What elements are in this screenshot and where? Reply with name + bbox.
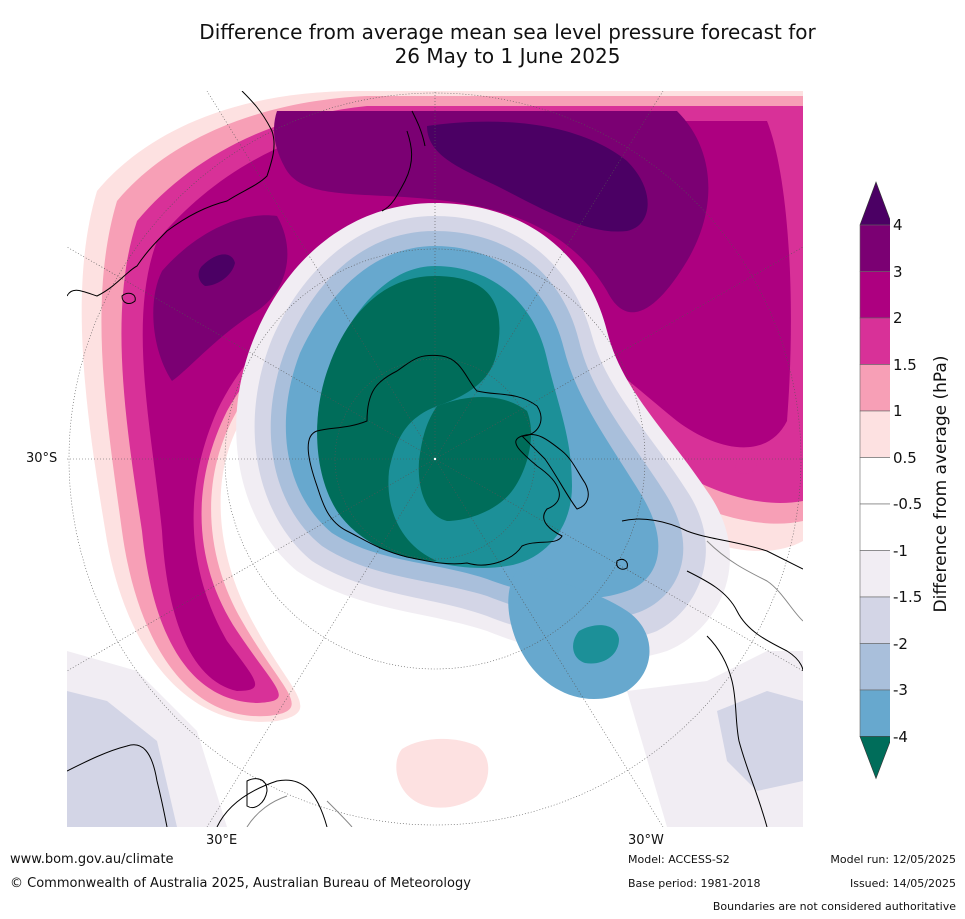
footer-website: www.bom.gov.au/climate [10,852,174,867]
footer-base-period: Base period: 1981-2018 [628,877,761,890]
madagascar-coastline [246,778,268,808]
latitude-label-30s: 30°S [26,451,58,466]
meridian-150e [206,91,436,460]
footer-model: Model: ACCESS-S2 [628,853,730,866]
meridian-150w [434,91,664,460]
colorbar-segment-m2-to-m3 [859,689,890,737]
contour-4-aus [198,254,235,286]
falkland-coastline [616,558,628,570]
legend-tick-label: 4 [893,216,903,234]
australia-coastline [67,91,275,297]
footer-copyright: © Commonwealth of Australia 2025, Austra… [10,876,471,891]
graticule-circle-45s [224,248,646,670]
contour-0-5-indian-blob [396,738,489,808]
legend-tick-label: -1.5 [893,588,923,606]
legend-tick-label: 1 [893,402,903,420]
tasmania-coastline [121,292,136,304]
legend-tick-label: -2 [893,634,908,653]
legend-title: Difference from average (hPa) [931,355,951,613]
colorbar [859,181,890,780]
legend-tick-label: 0.5 [893,448,917,467]
chart-title: Difference from average mean sea level p… [60,20,955,68]
contour-m1-se [717,691,803,791]
south-pole-marker [433,457,437,461]
contour-4-pacific [427,121,648,232]
contour-m1-sw [67,691,177,827]
africa-coastline [67,744,328,827]
footer-model-run: Model run: 12/05/2025 [830,853,956,866]
contour-m3-atlantic-spot [573,625,619,664]
legend-tick-label: 2 [893,309,903,327]
colorbar-segment-3-to-4 [859,224,890,272]
colorbar-segment-1-to-1-5 [859,364,890,412]
title-line-2: 26 May to 1 June 2025 [394,44,621,68]
longitude-label-30e: 30°E [206,833,238,848]
colorbar-segment-neutral [859,457,890,505]
colorbar-segment-2-to-3 [859,271,890,319]
legend-tick-label: -3 [893,681,908,699]
colorbar-arrow-below-m4 [859,736,890,780]
country-boundary-south-america [706,540,803,622]
color-legend: 4 3 2 1.5 1 0.5 -0.5 -1 -1.5 -2 -3 -4 [850,180,965,790]
meridian-30w [434,458,664,827]
colorbar-segment-neutral [859,503,890,551]
colorbar-segment-m1-to-m1-5 [859,596,890,644]
legend-tick-label: 3 [893,262,903,281]
contour-2-east-spot [735,456,757,474]
contour-m4-core-2 [418,396,532,521]
graticule-circle-30s [68,92,802,826]
legend-tick-label: -4 [893,727,908,746]
legend-tick-label: -0.5 [893,495,923,513]
colorbar-segment-0-5-to-1 [859,410,890,458]
country-boundary-africa [246,795,353,827]
colorbar-segment-m0-5-to-m1 [859,550,890,598]
footer-issued: Issued: 14/05/2025 [849,877,956,890]
longitude-label-30w: 30°W [628,833,664,848]
title-line-1: Difference from average mean sea level p… [199,20,816,44]
legend-tick-label: 1.5 [893,355,917,374]
colorbar-segment-m1-5-to-m2 [859,643,890,691]
colorbar-segment-1-5-to-2 [859,317,890,365]
meridian-30e [206,458,436,827]
antarctic-peninsula-coastline [521,434,589,510]
contour-m4-core [317,276,500,561]
legend-tick-label: -1 [893,541,908,560]
footer-disclaimer: Boundaries are not considered authoritat… [712,900,956,913]
map-svg [67,91,803,827]
antarctica-coastline [307,354,563,566]
contour-3-aus [153,215,288,381]
new-zealand-coastline [381,130,413,212]
colorbar-arrow-above-4 [859,181,890,226]
new-zealand-north-coastline [411,110,426,147]
pressure-anomaly-map [67,91,803,827]
south-america-coastline [621,518,803,827]
